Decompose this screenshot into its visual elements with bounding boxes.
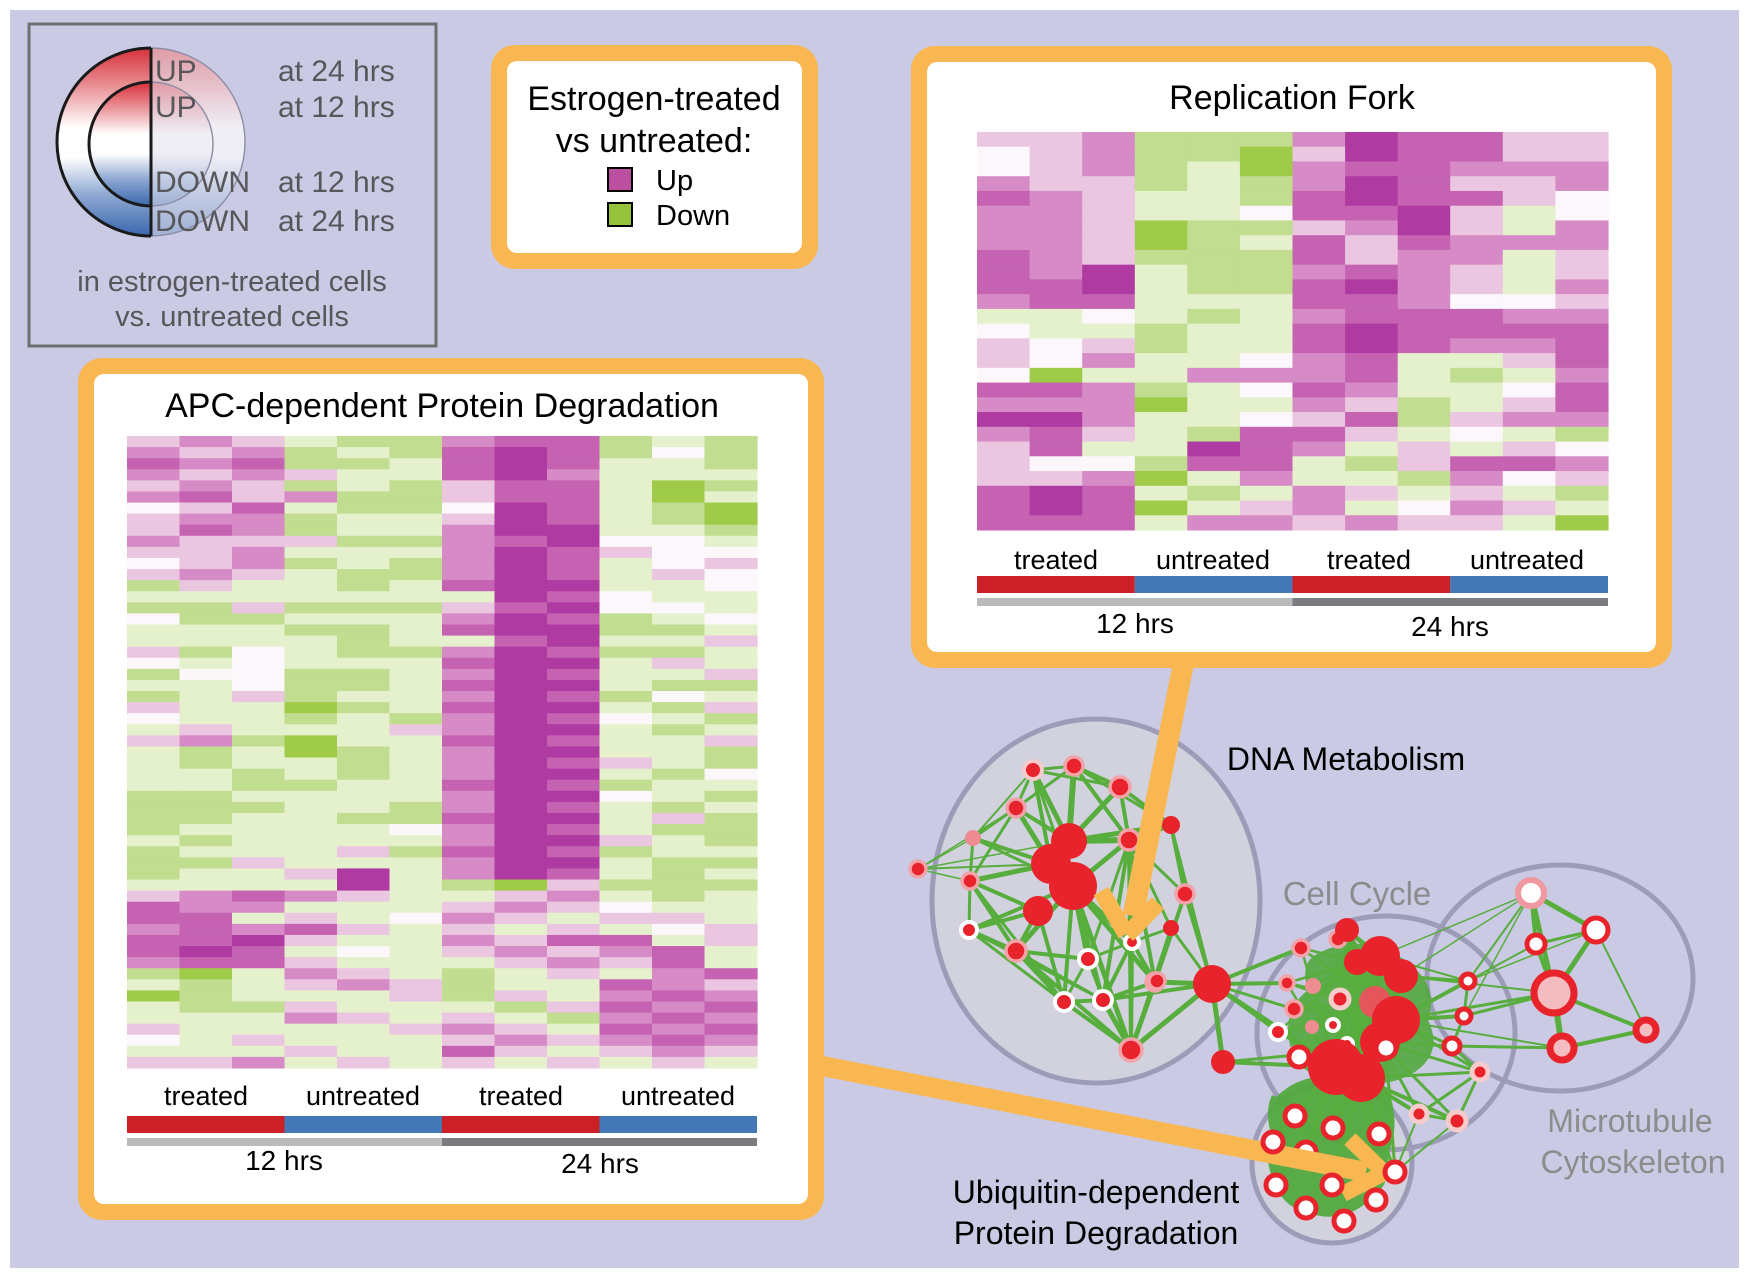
svg-text:DNA Metabolism: DNA Metabolism (1227, 741, 1465, 777)
svg-text:Cell Cycle: Cell Cycle (1283, 875, 1432, 912)
svg-text:at 12 hrs: at 12 hrs (278, 166, 395, 199)
svg-text:Up: Up (656, 165, 693, 197)
svg-text:Ubiquitin-dependent: Ubiquitin-dependent (953, 1174, 1240, 1210)
svg-text:untreated: untreated (306, 1081, 420, 1111)
svg-text:treated: treated (1014, 545, 1098, 575)
svg-text:DOWN: DOWN (155, 205, 250, 238)
svg-text:in estrogen-treated cells: in estrogen-treated cells (77, 266, 387, 298)
svg-text:Down: Down (656, 200, 730, 232)
svg-text:untreated: untreated (1156, 545, 1270, 575)
svg-text:APC-dependent Protein Degradat: APC-dependent Protein Degradation (165, 387, 719, 425)
svg-text:Microtubule: Microtubule (1547, 1103, 1712, 1139)
svg-text:DOWN: DOWN (155, 166, 250, 199)
svg-text:treated: treated (1327, 545, 1411, 575)
svg-text:Protein Degradation: Protein Degradation (954, 1215, 1239, 1251)
svg-text:Estrogen-treated: Estrogen-treated (527, 80, 780, 118)
svg-text:12 hrs: 12 hrs (1096, 608, 1174, 639)
svg-text:UP: UP (155, 55, 197, 88)
svg-text:untreated: untreated (621, 1081, 735, 1111)
svg-text:vs untreated:: vs untreated: (556, 122, 753, 160)
svg-text:at 24 hrs: at 24 hrs (278, 55, 395, 88)
svg-text:at 24 hrs: at 24 hrs (278, 205, 395, 238)
svg-text:12 hrs: 12 hrs (245, 1145, 323, 1176)
svg-text:untreated: untreated (1470, 545, 1584, 575)
svg-text:treated: treated (164, 1081, 248, 1111)
svg-text:24 hrs: 24 hrs (561, 1148, 639, 1179)
svg-text:treated: treated (479, 1081, 563, 1111)
svg-text:Cytoskeleton: Cytoskeleton (1541, 1144, 1726, 1180)
svg-text:UP: UP (155, 91, 197, 124)
svg-text:at 12 hrs: at 12 hrs (278, 91, 395, 124)
svg-text:vs. untreated cells: vs. untreated cells (115, 301, 349, 333)
svg-text:Replication Fork: Replication Fork (1169, 79, 1416, 117)
svg-text:24 hrs: 24 hrs (1411, 611, 1489, 642)
